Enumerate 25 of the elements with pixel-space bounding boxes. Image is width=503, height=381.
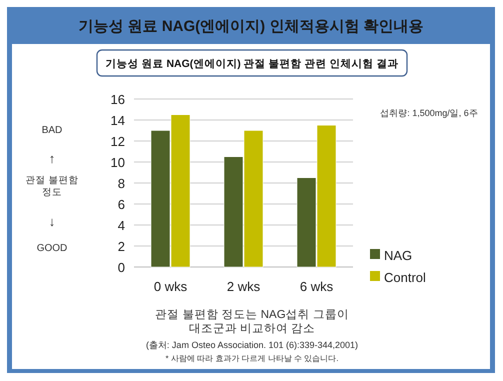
text: 섭취량: 1,500mg/일, 6주	[380, 108, 478, 118]
text: GOOD	[36, 243, 68, 254]
y-tick-label: 16	[110, 92, 125, 107]
x-tick-label: 2 wks	[226, 279, 261, 294]
y-axis-title: 관절 불편함 정도	[26, 175, 78, 198]
legend-label: NAG	[384, 248, 412, 263]
legend-label: Control	[384, 270, 426, 285]
chart-title: 기능성 원료 NAG(엔에이지) 인체적용시험 확인내용	[78, 18, 424, 35]
y-tick-label: 4	[118, 218, 125, 233]
y-tick-label: 0	[118, 260, 125, 275]
x-tick-label: 0 wks	[154, 279, 188, 294]
text: ↑	[48, 151, 56, 166]
y-tick-label: 8	[118, 176, 125, 191]
text: (출처: Jam Osteo Association. 101 (6):339-344,2001)	[146, 340, 358, 350]
y-tick-label: 14	[110, 113, 125, 128]
text: ↓	[48, 214, 56, 229]
text: 관절 불편함 정도는 NAG섭취 그룹이 대조군과 비교하여 감소	[155, 309, 349, 335]
y-tick-label: 2	[118, 239, 125, 254]
y-tick-label: 12	[110, 134, 125, 149]
text: BAD	[42, 125, 62, 136]
chart-subtitle: 기능성 원료 NAG(엔에이지) 관절 불편함 관련 인체시험 결과	[106, 58, 398, 70]
x-tick-label: 6 wks	[300, 279, 334, 294]
text: * 사람에 따라 효과가 다르게 나타날 수 있습니다.	[166, 354, 338, 363]
y-tick-label: 10	[110, 155, 125, 170]
y-tick-label: 6	[118, 197, 125, 212]
